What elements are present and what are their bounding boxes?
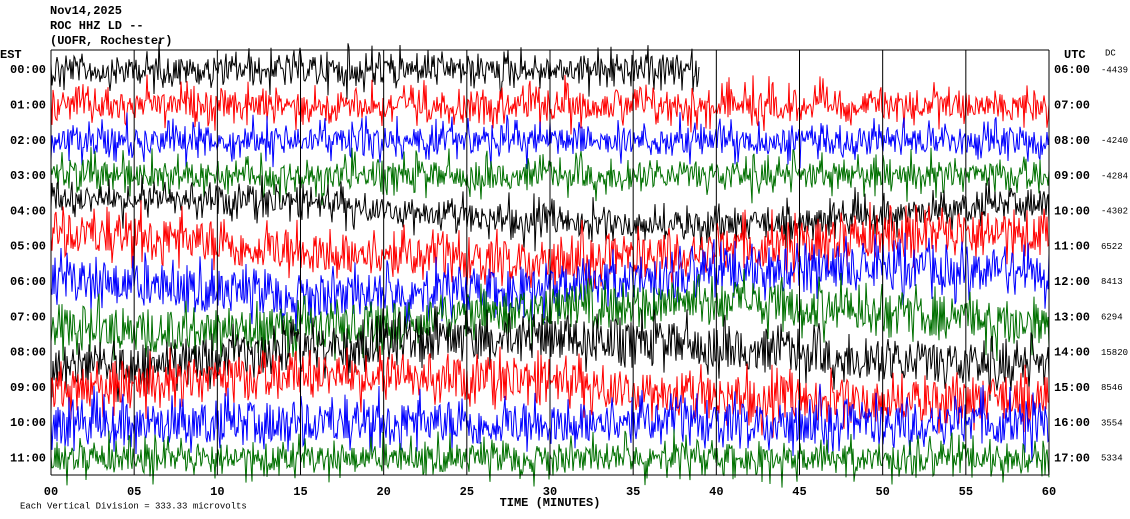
- x-tick-label: 00: [44, 485, 58, 499]
- utc-label: 17:00: [1054, 451, 1090, 465]
- station: ROC HHZ LD --: [50, 19, 144, 33]
- utc-label: 10:00: [1054, 204, 1090, 218]
- trace: [50, 41, 700, 100]
- utc-label: 12:00: [1054, 275, 1090, 289]
- dc-value: 6522: [1101, 242, 1123, 252]
- utc-label: 08:00: [1054, 134, 1090, 148]
- x-tick-label: 55: [959, 485, 973, 499]
- utc-label: 09:00: [1054, 169, 1090, 183]
- est-label: 00:00: [10, 63, 46, 77]
- x-tick-label: 30: [543, 485, 557, 499]
- utc-label: 16:00: [1054, 416, 1090, 430]
- dc-heading: DC: [1105, 48, 1116, 58]
- x-tick-label: 15: [293, 485, 307, 499]
- est-label: 03:00: [10, 169, 46, 183]
- x-tick-label: 45: [792, 485, 806, 499]
- est-label: 09:00: [10, 381, 46, 395]
- dc-value: 3554: [1101, 418, 1123, 428]
- scale-note: Each Vertical Division = 333.33 microvol…: [20, 501, 247, 511]
- date: Nov14,2025: [50, 4, 122, 18]
- est-label: 06:00: [10, 275, 46, 289]
- dc-value: 15820: [1101, 348, 1128, 358]
- est-label: 04:00: [10, 204, 46, 218]
- est-label: 11:00: [10, 451, 46, 465]
- dc-value: 5334: [1101, 454, 1123, 464]
- x-tick-label: 60: [1042, 485, 1056, 499]
- location: (UOFR, Rochester): [50, 34, 172, 48]
- utc-label: 14:00: [1054, 346, 1090, 360]
- right-zone: UTC: [1064, 48, 1086, 62]
- est-label: 02:00: [10, 134, 46, 148]
- utc-label: 07:00: [1054, 98, 1090, 112]
- x-tick-label: 20: [376, 485, 390, 499]
- utc-label: 06:00: [1054, 63, 1090, 77]
- dc-value: -4240: [1101, 136, 1128, 146]
- est-label: 01:00: [10, 98, 46, 112]
- x-tick-label: 50: [875, 485, 889, 499]
- dc-value: -4439: [1101, 65, 1128, 75]
- utc-label: 11:00: [1054, 240, 1090, 254]
- est-label: 10:00: [10, 416, 46, 430]
- x-tick-label: 40: [709, 485, 723, 499]
- dc-value: 6294: [1101, 312, 1123, 322]
- est-label: 05:00: [10, 240, 46, 254]
- dc-value: -4302: [1101, 207, 1128, 217]
- dc-value: 8413: [1101, 277, 1123, 287]
- est-label: 07:00: [10, 310, 46, 324]
- x-tick-label: 05: [127, 485, 141, 499]
- est-label: 08:00: [10, 346, 46, 360]
- x-tick-label: 35: [626, 485, 640, 499]
- left-zone: EST: [0, 48, 22, 62]
- x-label: TIME (MINUTES): [500, 496, 601, 510]
- utc-label: 15:00: [1054, 381, 1090, 395]
- x-tick-label: 10: [210, 485, 224, 499]
- dc-value: -4284: [1101, 171, 1128, 181]
- utc-label: 13:00: [1054, 310, 1090, 324]
- dc-value: 8546: [1101, 383, 1123, 393]
- x-tick-label: 25: [460, 485, 474, 499]
